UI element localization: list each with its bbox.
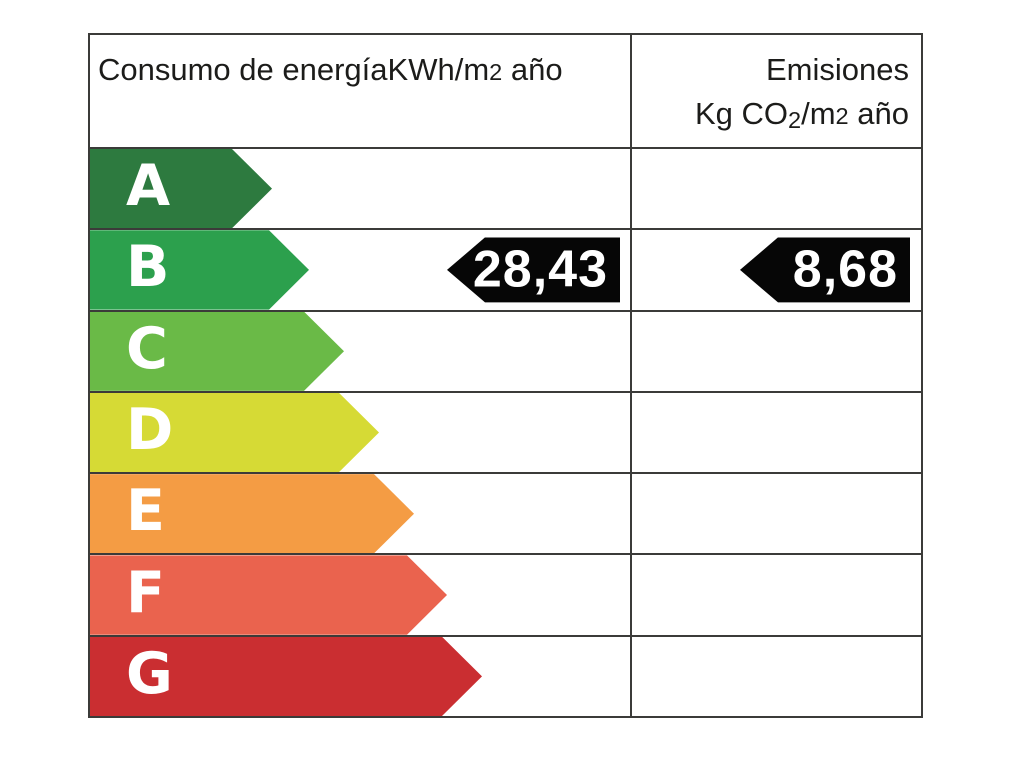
grade-arrow-a: A <box>90 149 272 228</box>
energy-rating-table: Consumo de energía KWh/m2 año Emisiones … <box>88 33 923 718</box>
grade-arrow-d: D <box>90 393 379 472</box>
grade-g-emissions-cell <box>632 637 921 716</box>
emissions-value-arrow: 8,68 <box>740 237 910 303</box>
grade-e-emissions-cell <box>632 474 921 553</box>
emissions-value: 8,68 <box>792 240 898 299</box>
header-emissions-line1: Emisiones <box>766 52 909 87</box>
header-emissions-line2: Kg CO2/m2 año <box>694 96 909 134</box>
grade-arrow-e: E <box>90 474 414 553</box>
header-consumption-line1: Consumo de energía <box>98 52 388 87</box>
grade-arrow-f: F <box>90 555 447 634</box>
header-consumption: Consumo de energía KWh/m2 año <box>90 35 632 147</box>
grade-c-emissions-cell <box>632 312 921 391</box>
grade-row-d: D <box>90 390 921 473</box>
header-emissions: Emisiones Kg CO2/m2 año <box>632 35 921 147</box>
grade-f-emissions-cell <box>632 555 921 634</box>
grade-g-consumption-cell: G <box>90 636 632 716</box>
grade-arrow-c: C <box>90 312 344 391</box>
grade-row-a: A <box>90 147 921 229</box>
grade-row-g: G <box>90 634 921 716</box>
grade-row-c: C <box>90 309 921 391</box>
grade-row-e: E <box>90 472 921 554</box>
header-consumption-line2: KWh/m2 año <box>387 52 563 87</box>
grade-letter-a: A <box>126 153 171 220</box>
consumption-value: 28,43 <box>472 240 608 299</box>
grade-b-consumption-cell: B 28,43 <box>90 230 632 310</box>
emissions-unit-exponent: 2 <box>835 103 849 129</box>
grade-f-consumption-cell: F <box>90 555 632 635</box>
grade-letter-c: C <box>126 315 168 382</box>
co2-subscript: 2 <box>788 107 802 134</box>
grade-a-consumption-cell: A <box>90 149 632 229</box>
grade-letter-e: E <box>126 478 165 545</box>
grade-c-consumption-cell: C <box>90 311 632 391</box>
grade-arrow-g: G <box>90 637 482 716</box>
grade-row-b: B 28,43 8,68 <box>90 228 921 310</box>
grade-b-emissions-cell: 8,68 <box>632 230 921 309</box>
grade-letter-b: B <box>126 234 170 301</box>
consumption-unit-exponent: 2 <box>489 59 503 85</box>
grade-e-consumption-cell: E <box>90 474 632 554</box>
grade-d-emissions-cell <box>632 393 921 472</box>
consumption-value-arrow: 28,43 <box>447 237 620 303</box>
grade-row-f: F <box>90 553 921 635</box>
grade-d-consumption-cell: D <box>90 392 632 473</box>
grade-letter-f: F <box>126 559 165 626</box>
table-header-row: Consumo de energía KWh/m2 año Emisiones … <box>90 35 921 147</box>
grade-arrow-b: B <box>90 230 309 309</box>
grade-a-emissions-cell <box>632 149 921 228</box>
grade-letter-d: D <box>126 396 174 463</box>
grade-letter-g: G <box>126 640 173 707</box>
